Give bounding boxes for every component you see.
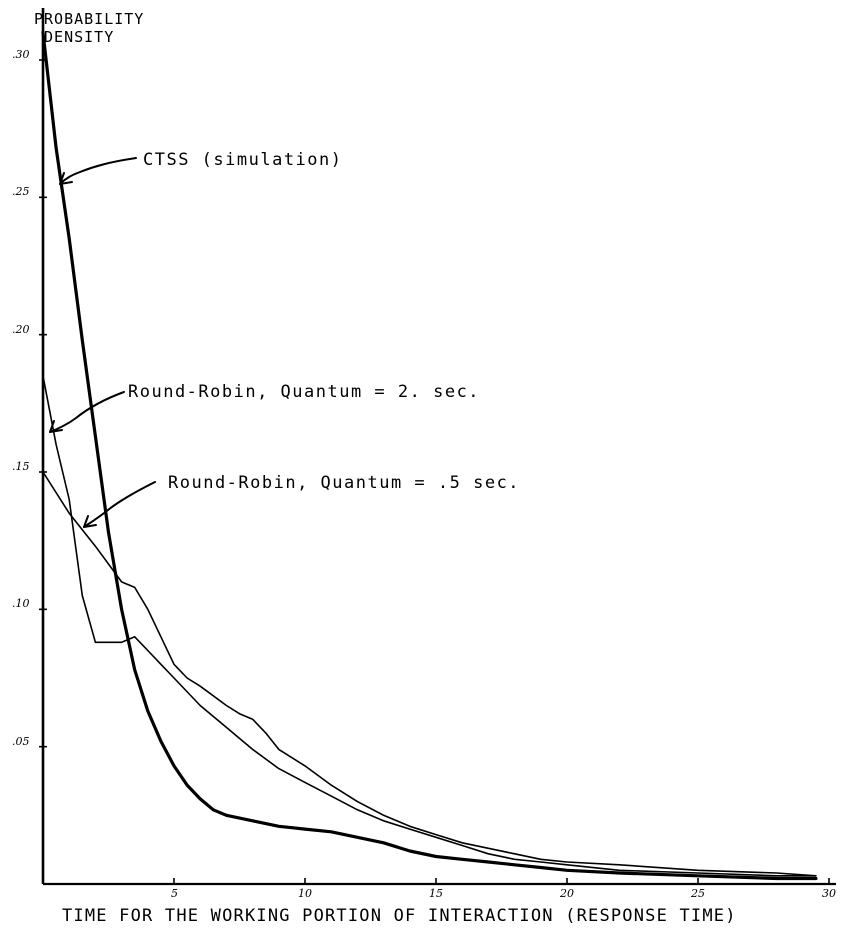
rr-05sec-series-line <box>42 471 817 877</box>
annotation-rr-2sec: Round-Robin, Quantum = 2. sec. <box>128 382 481 402</box>
rr-05sec-arrow <box>83 481 156 528</box>
x-tick-label: 15 <box>429 887 443 900</box>
rr-2sec-series-line <box>42 375 817 877</box>
y-tick-label: .15 <box>12 460 30 473</box>
series-lines <box>41 30 818 881</box>
y-tick-label: .05 <box>12 734 30 748</box>
rr-2sec-arrow <box>49 391 125 433</box>
annotation-ctss: CTSS (simulation) <box>143 150 343 170</box>
ctss-series-line <box>41 30 818 881</box>
annotation-rr-05sec: Round-Robin, Quantum = .5 sec. <box>168 473 521 493</box>
y-tick-label: .10 <box>12 597 30 611</box>
y-axis-label: PROBABILITY DENSITY <box>34 10 145 46</box>
y-tick-label: .30 <box>12 48 30 61</box>
y-tick-label: .25 <box>12 185 30 199</box>
annotation-arrows <box>49 157 156 528</box>
x-tick-label: 25 <box>691 887 705 900</box>
ticks <box>39 59 830 884</box>
ctss-arrow <box>59 157 137 185</box>
x-tick-label: 5 <box>171 887 178 900</box>
x-axis-label: TIME FOR THE WORKING PORTION OF INTERACT… <box>62 906 737 926</box>
x-tick-label: 30 <box>822 887 836 900</box>
x-tick-label: 20 <box>560 887 574 900</box>
x-tick-label: 10 <box>298 887 312 900</box>
axes <box>41 8 836 886</box>
y-tick-label: .20 <box>12 322 30 336</box>
